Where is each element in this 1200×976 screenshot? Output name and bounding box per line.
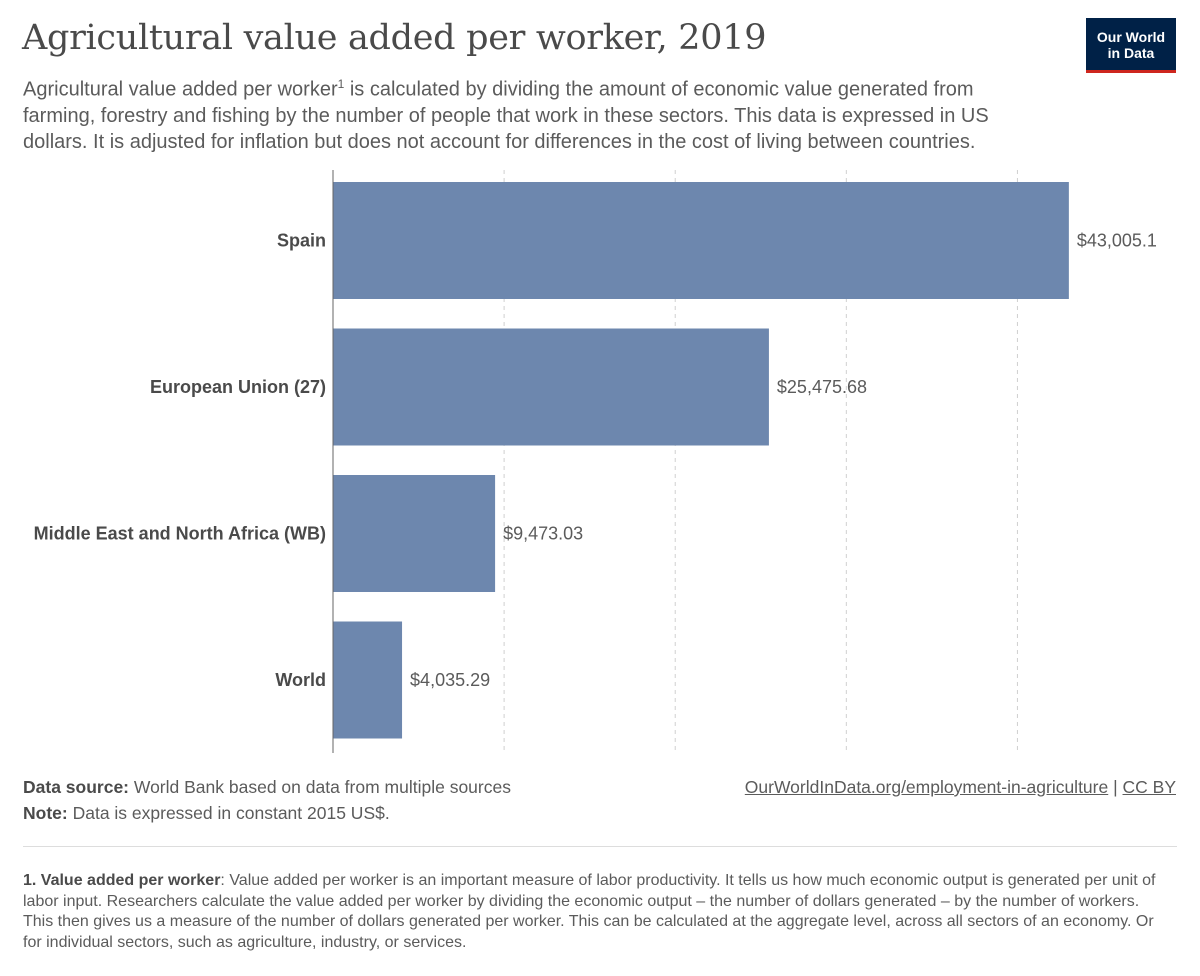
value-label-4: $4,035.29 — [410, 670, 490, 690]
footnote: 1. Value added per worker: Value added p… — [23, 871, 1173, 953]
data-note: Note: Data is expressed in constant 2015… — [23, 803, 390, 824]
footer-links: OurWorldInData.org/employment-in-agricul… — [745, 777, 1176, 798]
bar-1[interactable] — [333, 182, 1069, 299]
bar-chart: Spain $43,005.1 European Union (27) $25,475… — [34, 170, 1157, 753]
category-label-3: Middle East and North Africa (WB) — [34, 524, 326, 544]
footnote-text: : Value added per worker is an important… — [23, 872, 1156, 951]
category-label-1: Spain — [277, 231, 326, 251]
chart-subtitle: Agricultural value added per worker1 is … — [23, 71, 1033, 155]
value-label-2: $25,475.68 — [777, 377, 867, 397]
footer-divider — [23, 846, 1177, 847]
bar-3[interactable] — [333, 475, 496, 592]
category-label-2: European Union (27) — [150, 377, 326, 397]
subtitle-text-start: Agricultural value added per worker — [23, 78, 338, 101]
category-label-4: World — [275, 670, 326, 690]
footer-separator: | — [1108, 777, 1123, 797]
value-label-1: $43,005.1 — [1077, 231, 1157, 251]
data-source: Data source: World Bank based on data fr… — [23, 777, 511, 798]
footnote-ref[interactable]: 1 — [337, 77, 345, 91]
logo-line-2: in Data — [1107, 45, 1155, 61]
source-url-link[interactable]: OurWorldInData.org/employment-in-agricul… — [744, 777, 1109, 797]
owid-logo[interactable]: Our World in Data — [1086, 18, 1176, 73]
value-label-3: $9,473.03 — [503, 524, 583, 544]
data-source-label: Data source: — [23, 777, 130, 797]
chart-title: Agricultural value added per worker, 201… — [22, 18, 767, 58]
note-text: Data is expressed in constant 2015 US$. — [67, 803, 390, 823]
subtitle-text-rest: is calculated by dividing the amount of … — [23, 78, 989, 153]
footnote-label: 1. Value added per worker — [23, 872, 221, 889]
bar-2[interactable] — [333, 328, 769, 446]
logo-line-1: Our World — [1096, 29, 1166, 45]
bar-4[interactable] — [333, 621, 403, 739]
note-label: Note: — [23, 803, 68, 823]
data-source-text: World Bank based on data from multiple s… — [129, 777, 511, 797]
license-link[interactable]: CC BY — [1122, 777, 1176, 797]
